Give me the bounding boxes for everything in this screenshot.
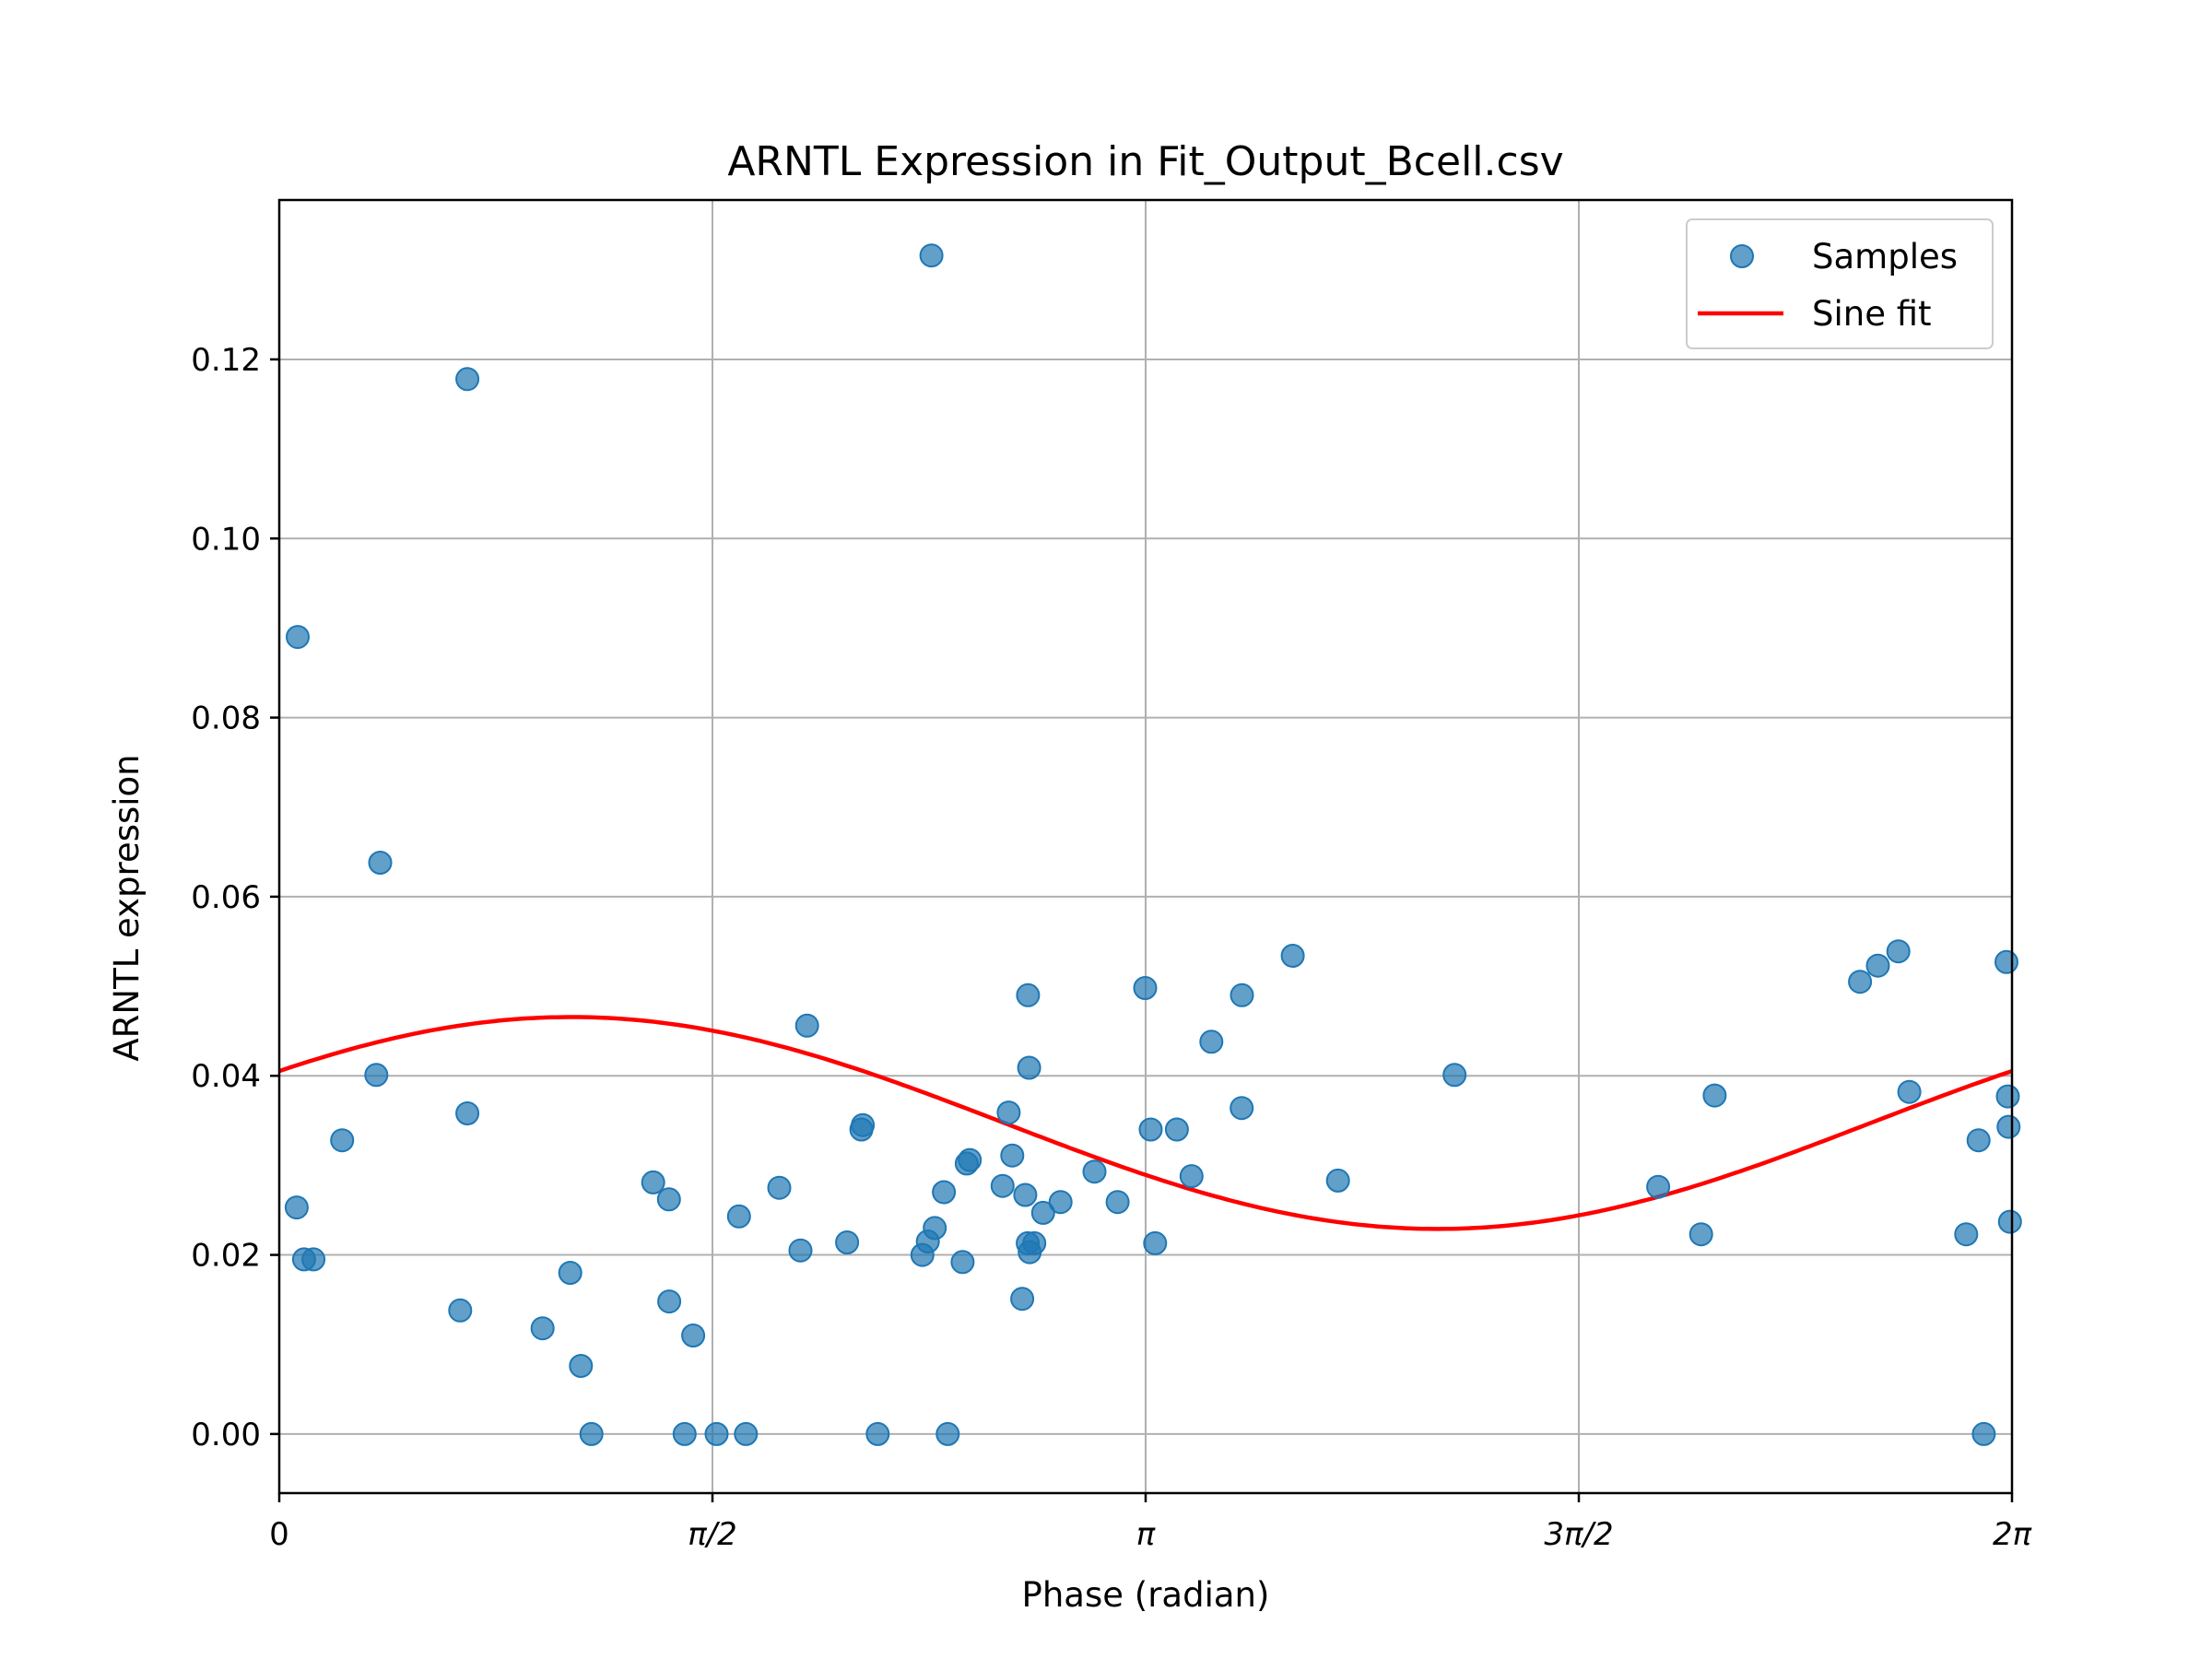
sample-point: [865, 1421, 890, 1446]
legend: Samples Sine fit: [1686, 218, 1994, 349]
sample-point: [851, 1112, 876, 1137]
sample-point: [726, 1204, 751, 1229]
sample-point: [364, 1063, 389, 1088]
x-tick-label: 0: [269, 1516, 289, 1553]
sample-point: [1997, 1209, 2022, 1234]
x-tick-label: 2π: [1993, 1516, 2032, 1553]
sample-point: [1143, 1230, 1168, 1255]
y-tick-label: 0.02: [191, 1238, 261, 1275]
x-tick-label: π: [1136, 1516, 1156, 1553]
sample-point: [932, 1180, 957, 1205]
sample-point: [1280, 944, 1305, 968]
sample-point: [1013, 1182, 1038, 1207]
sample-point: [530, 1316, 555, 1341]
sample-point: [1000, 1143, 1025, 1168]
sample-point: [1325, 1168, 1350, 1193]
sample-point: [794, 1013, 819, 1038]
sample-point: [1971, 1421, 1996, 1446]
sample-point: [1010, 1287, 1035, 1312]
sample-point: [923, 1216, 947, 1241]
sample-point: [448, 1298, 473, 1323]
sample-point: [641, 1170, 665, 1194]
sample-point: [1199, 1030, 1224, 1054]
sample-point: [681, 1324, 706, 1347]
sample-point: [734, 1421, 759, 1446]
sample-point: [767, 1175, 792, 1200]
sample-point: [1848, 970, 1873, 994]
sample-point: [1016, 982, 1041, 1007]
sample-point: [1230, 982, 1254, 1007]
sample-point: [558, 1261, 582, 1285]
sample-point: [1966, 1128, 1991, 1153]
x-tick-label: 3π/2: [1544, 1516, 1613, 1553]
sample-point: [1897, 1079, 1922, 1104]
y-tick-label: 0.06: [191, 879, 261, 916]
sample-point: [284, 1195, 309, 1220]
sample-point: [1646, 1174, 1671, 1199]
x-axis-label: Phase (radian): [1022, 1575, 1270, 1615]
y-tick-label: 0.00: [191, 1417, 261, 1453]
sample-point: [579, 1421, 604, 1446]
sample-point: [1995, 1084, 2020, 1109]
sample-point: [1688, 1222, 1713, 1247]
sample-point: [301, 1247, 326, 1272]
legend-label: Samples: [1812, 237, 1958, 276]
sample-point: [1082, 1159, 1107, 1184]
sample-point: [1442, 1063, 1467, 1088]
sample-point: [1022, 1230, 1047, 1255]
sample-point: [1230, 1096, 1254, 1121]
sample-point: [672, 1421, 697, 1446]
sample-point: [1954, 1222, 1979, 1247]
axis-ticks: 0 π/2 π 3π/2 2π 0.00 0.02 0.04 0.06 0.08 0.10 0.12: [191, 342, 2031, 1553]
grid-lines: [278, 200, 2013, 1493]
sample-point: [1996, 1114, 2021, 1139]
sample-point: [368, 851, 393, 875]
sample-point: [1179, 1164, 1204, 1189]
sample-point: [935, 1421, 960, 1446]
sample-point: [996, 1100, 1021, 1125]
sample-point: [455, 367, 480, 392]
sample-point: [1865, 953, 1890, 978]
sample-point: [919, 243, 944, 268]
y-axis-label: ARNTL expression: [107, 754, 147, 1061]
sine-fit-line: [278, 1015, 2013, 1231]
sample-point: [835, 1230, 860, 1254]
sample-point: [1702, 1083, 1727, 1108]
sample-point: [569, 1354, 594, 1378]
sample-point: [1994, 949, 2018, 974]
y-tick-label: 0.10: [191, 521, 261, 558]
sample-point: [1886, 939, 1911, 964]
legend-label: Sine fit: [1812, 294, 1932, 334]
sample-point: [330, 1128, 355, 1153]
sample-point: [958, 1147, 982, 1172]
sample-point: [656, 1187, 681, 1212]
sample-point: [1133, 976, 1158, 1000]
sample-point: [950, 1250, 975, 1275]
sample-point: [1017, 1055, 1041, 1080]
x-tick-label: π/2: [688, 1516, 737, 1553]
chart-title: ARNTL Expression in Fit_Output_Bcell.csv: [727, 138, 1563, 185]
sample-point: [1030, 1200, 1055, 1225]
sine-fit-layer: [278, 1015, 2013, 1231]
sample-point: [1138, 1117, 1163, 1142]
sample-point: [286, 625, 310, 650]
sample-point: [788, 1238, 813, 1263]
y-tick-label: 0.12: [191, 342, 261, 379]
sample-points: [284, 243, 2022, 1446]
sample-point: [1164, 1117, 1189, 1142]
legend-marker-samples: [1730, 244, 1754, 268]
legend-box: [1686, 218, 1994, 349]
sample-point: [990, 1173, 1015, 1198]
sample-point: [455, 1101, 480, 1125]
sample-point: [657, 1289, 682, 1314]
sample-point: [1048, 1190, 1073, 1215]
sample-point: [704, 1421, 729, 1446]
y-tick-label: 0.04: [191, 1058, 261, 1095]
sample-point: [1105, 1190, 1130, 1215]
y-tick-label: 0.08: [191, 700, 261, 737]
